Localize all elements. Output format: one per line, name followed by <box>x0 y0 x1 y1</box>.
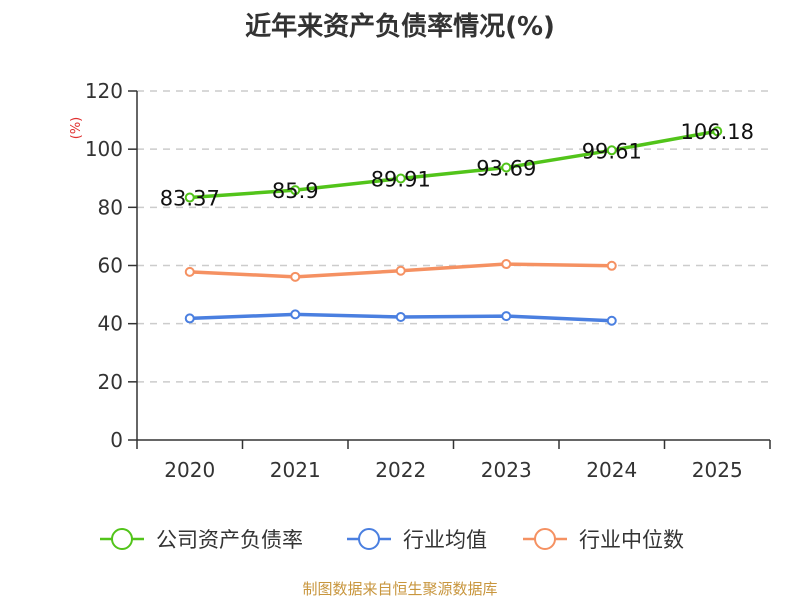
data-point <box>712 126 723 137</box>
data-label: 83.37 <box>160 187 220 211</box>
data-label: 93.69 <box>476 157 536 181</box>
data-label: 106.18 <box>681 120 754 144</box>
y-tick-label: 100 <box>85 137 123 161</box>
y-axis-unit: (%) <box>69 117 84 140</box>
data-point <box>184 266 195 277</box>
data-point <box>501 259 512 270</box>
x-tick-label: 2020 <box>164 458 215 482</box>
y-tick-label: 0 <box>110 428 123 452</box>
chart-title: 近年来资产负债率情况(%) <box>245 12 555 42</box>
y-tick-label: 20 <box>98 370 123 394</box>
data-point <box>501 311 512 322</box>
source-footer: 制图数据来自恒生聚源数据库 <box>302 580 498 598</box>
legend-label: 行业中位数 <box>579 528 684 552</box>
x-tick-label: 2024 <box>586 458 637 482</box>
series-line-1 <box>188 129 719 200</box>
x-tick-label: 2021 <box>270 458 321 482</box>
data-point <box>395 173 406 184</box>
data-point <box>290 309 301 320</box>
x-tick-label: 2025 <box>692 458 743 482</box>
legend-marker <box>111 528 133 550</box>
data-point <box>290 271 301 282</box>
y-tick-label: 80 <box>98 195 123 219</box>
x-tick-label: 2023 <box>481 458 532 482</box>
y-tick-label: 120 <box>85 79 123 103</box>
legend-label: 公司资产负债率 <box>156 528 303 552</box>
data-point <box>184 313 195 324</box>
x-tick-label: 2022 <box>375 458 426 482</box>
y-tick-label: 60 <box>98 254 123 278</box>
data-point <box>606 145 617 156</box>
data-point <box>184 192 195 203</box>
data-point <box>501 162 512 173</box>
data-label: 89.91 <box>371 168 431 192</box>
legend-label: 行业均值 <box>403 528 487 552</box>
data-point <box>606 260 617 271</box>
data-point <box>395 311 406 322</box>
legend-marker <box>358 528 380 550</box>
data-label: 99.61 <box>582 139 642 163</box>
data-point <box>395 265 406 276</box>
data-point <box>606 315 617 326</box>
data-label: 85.9 <box>272 179 319 203</box>
y-tick-label: 40 <box>98 312 123 336</box>
legend-marker <box>534 528 556 550</box>
data-point <box>290 185 301 196</box>
